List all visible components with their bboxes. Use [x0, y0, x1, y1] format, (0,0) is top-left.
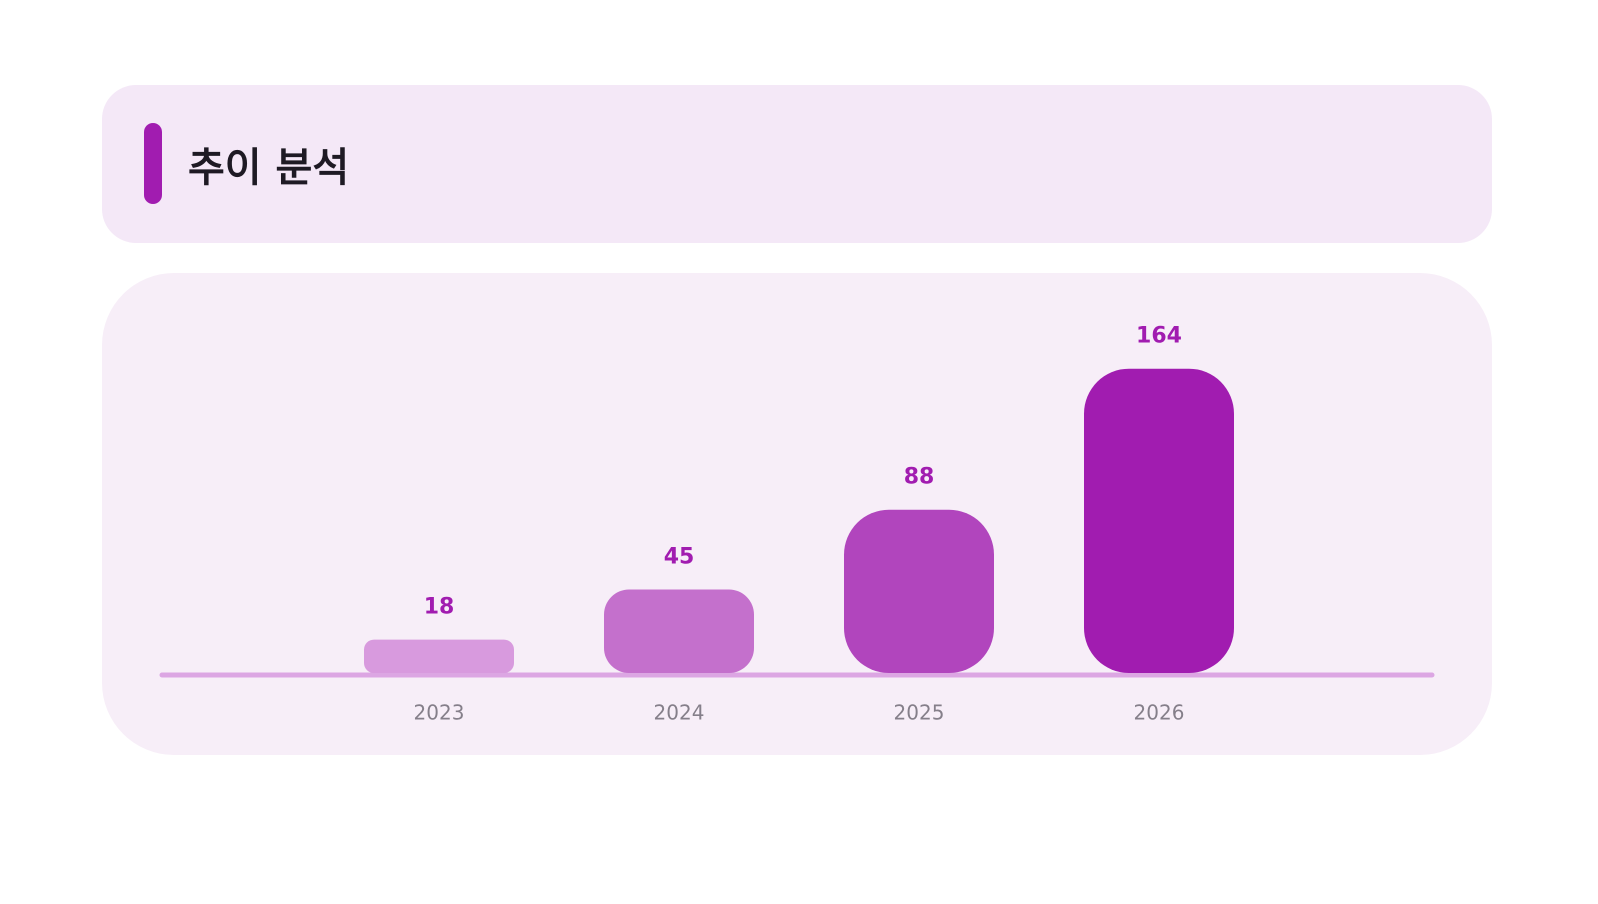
chart-card: [102, 273, 1492, 755]
x-tick-label: 2026: [1134, 701, 1185, 725]
x-tick-label: 2024: [654, 701, 705, 725]
chart-title: 추이 분석: [188, 145, 349, 191]
bar: [364, 639, 514, 673]
value-label: 18: [424, 595, 455, 620]
bar: [844, 509, 994, 673]
bar: [604, 589, 754, 673]
title-accent: [144, 123, 162, 204]
value-label: 45: [664, 545, 695, 570]
value-label: 88: [904, 465, 935, 490]
x-tick-label: 2025: [894, 701, 945, 725]
value-label: 164: [1136, 324, 1182, 349]
x-tick-label: 2023: [414, 701, 465, 725]
header-card: [102, 85, 1492, 243]
bar: [1084, 368, 1234, 673]
